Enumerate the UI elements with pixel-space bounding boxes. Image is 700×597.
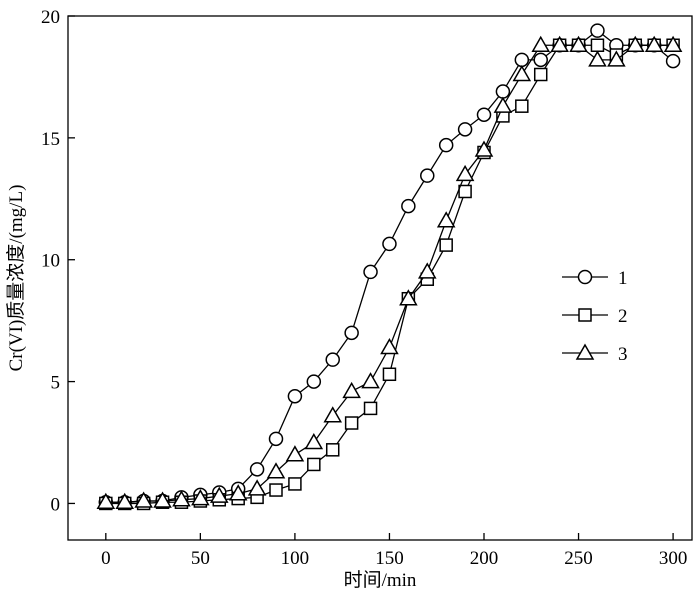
series-3-point: [436, 211, 456, 228]
series-3-point: [191, 489, 210, 506]
series-1-point: [457, 122, 473, 137]
series-1-point: [268, 431, 284, 447]
series-3-point: [380, 337, 399, 355]
series-1-point: [590, 23, 605, 38]
x-tick-label: 50: [191, 548, 210, 569]
series-3-point: [588, 50, 607, 67]
series-1-point: [476, 107, 492, 122]
series-3-point: [607, 50, 626, 67]
series-2-point: [344, 416, 359, 430]
series-2-point: [458, 184, 472, 199]
x-axis-ticks: 0 50 100 150 200 250 300: [101, 533, 687, 569]
series-3-point: [96, 492, 116, 509]
series-3-point: [569, 35, 588, 52]
series-2-point: [382, 367, 397, 382]
x-tick-label: 150: [375, 548, 404, 569]
series-3-point: [361, 372, 380, 389]
series-3-point: [342, 381, 361, 399]
series-3-point: [209, 486, 229, 503]
series-3-point: [663, 35, 683, 52]
series-3-point: [266, 462, 286, 479]
series-3-point: [323, 406, 343, 423]
series-3-point: [172, 490, 191, 507]
x-tick-label: 250: [564, 548, 593, 569]
series-3: [96, 35, 683, 509]
legend: 1 2 3: [562, 268, 628, 365]
series-2-point: [439, 238, 453, 252]
series-3-point: [512, 64, 532, 82]
series-1-point: [420, 168, 435, 183]
series-3-point: [531, 35, 551, 52]
series-2-point: [307, 457, 321, 472]
series-2-point: [590, 38, 605, 52]
series-1-point: [325, 352, 340, 367]
y-tick-label: 5: [51, 373, 61, 394]
series-1-line: [105, 29, 674, 503]
series-1-point: [344, 325, 359, 341]
y-tick-label: 20: [41, 7, 60, 28]
series-1-point: [306, 374, 322, 389]
legend-marker-triangle: [575, 343, 595, 360]
series-layer: [96, 23, 683, 511]
axes: 0 50 100 150 200 250 300 0 5 10 15 20 时间/min Cr(VI…: [5, 7, 693, 591]
series-1: [98, 23, 681, 510]
series-3-point: [228, 484, 248, 501]
series-3-point: [304, 432, 324, 450]
series-3-point: [493, 96, 513, 113]
plot-frame: [67, 15, 693, 541]
series-2-point: [288, 477, 302, 491]
y-axis-ticks: 0 5 10 15 20: [41, 7, 75, 515]
series-2-point: [325, 443, 340, 457]
series-3-point: [550, 35, 569, 52]
series-1-point: [514, 52, 530, 68]
x-tick-label: 0: [101, 548, 111, 569]
series-1-point: [249, 462, 265, 477]
series-3-point: [625, 35, 645, 52]
series-3-point: [417, 262, 437, 279]
series-3-point: [153, 491, 172, 508]
y-tick-label: 10: [41, 251, 60, 272]
series-3-point: [247, 479, 267, 496]
series-1-point: [533, 52, 548, 68]
series-2-point: [515, 99, 529, 113]
series-3-point: [285, 445, 305, 462]
legend-marker-circle: [577, 269, 593, 285]
series-3-point: [455, 164, 475, 182]
series-3-point: [644, 35, 664, 52]
legend-label: 2: [618, 306, 628, 327]
x-tick-label: 300: [659, 548, 688, 569]
y-axis-title: Cr(VI)质量浓度/(mg/L): [5, 185, 27, 372]
series-1-point: [363, 264, 378, 280]
series-3-point: [399, 289, 418, 306]
series-1-point: [382, 236, 397, 252]
y-tick-label: 15: [41, 129, 60, 150]
series-2-point: [533, 67, 548, 82]
legend-item-3: 3: [562, 343, 628, 365]
legend-label: 1: [618, 268, 628, 289]
legend-item-1: 1: [562, 268, 628, 289]
legend-item-2: 2: [562, 306, 628, 327]
y-tick-label: 0: [51, 494, 61, 515]
series-2-point: [269, 483, 283, 497]
series-2-point: [363, 401, 378, 416]
series-1-point: [287, 388, 303, 404]
x-axis-title: 时间/min: [344, 569, 417, 591]
x-tick-label: 200: [470, 548, 499, 569]
series-1-point: [401, 198, 416, 214]
series-2: [99, 38, 680, 511]
series-1-point: [438, 137, 454, 153]
series-3-point: [474, 140, 494, 157]
series-3-point: [115, 492, 135, 509]
series-1-point: [665, 53, 681, 69]
series-1-point: [495, 84, 511, 99]
legend-marker-square: [578, 308, 592, 322]
x-tick-label: 100: [281, 548, 310, 569]
series-3-point: [134, 491, 153, 508]
legend-label: 3: [618, 344, 628, 365]
